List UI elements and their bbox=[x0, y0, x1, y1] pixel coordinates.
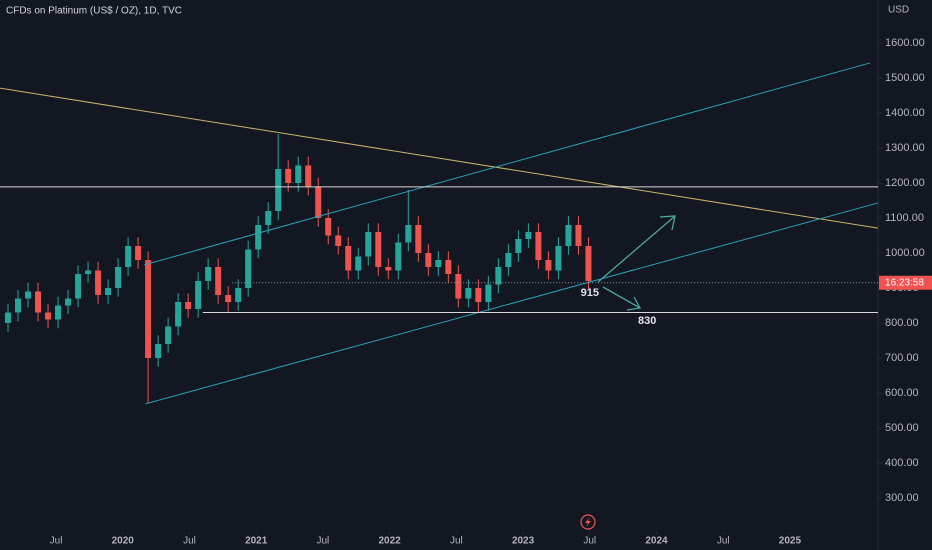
candle-body bbox=[65, 298, 72, 306]
candle-body bbox=[505, 253, 512, 267]
candle-body bbox=[285, 169, 292, 183]
y-tick-label: 800.00 bbox=[885, 317, 919, 329]
candle-body bbox=[235, 288, 242, 302]
x-tick-label: 2021 bbox=[245, 536, 268, 547]
arrows bbox=[597, 215, 676, 311]
candle-body bbox=[365, 232, 372, 257]
x-tick-label: 2020 bbox=[112, 536, 135, 547]
candle-body bbox=[195, 281, 202, 309]
x-tick-label: 2023 bbox=[512, 536, 535, 547]
candle-body bbox=[405, 225, 412, 243]
candle-body bbox=[415, 225, 422, 253]
candle-body bbox=[85, 270, 92, 274]
candle-body bbox=[165, 326, 172, 344]
candle-body bbox=[245, 249, 252, 288]
annotation: 915 bbox=[581, 287, 599, 299]
y-tick-label: 1100.00 bbox=[885, 212, 924, 224]
candle-body bbox=[345, 246, 352, 271]
trend-line bbox=[143, 62, 871, 266]
candle-body bbox=[535, 232, 542, 260]
candle-body bbox=[145, 260, 152, 358]
y-tick-label: 1300.00 bbox=[885, 142, 925, 154]
candle-body bbox=[455, 274, 462, 299]
candle-body bbox=[25, 291, 32, 299]
candle-body bbox=[575, 225, 582, 246]
candle-body bbox=[305, 165, 312, 187]
chart-title: CFDs on Platinum (US$ / OZ), 1D, TVC bbox=[6, 6, 182, 17]
candle-body bbox=[225, 295, 232, 302]
candle-body bbox=[95, 270, 102, 295]
candle-body bbox=[75, 274, 82, 299]
candle-body bbox=[15, 298, 22, 313]
y-tick-label: 600.00 bbox=[885, 387, 919, 399]
candle-body bbox=[115, 267, 122, 288]
trend-line bbox=[145, 202, 879, 405]
x-tick-label: Jul bbox=[450, 536, 463, 547]
candle-body bbox=[125, 246, 132, 267]
candle-body bbox=[335, 235, 342, 246]
last-price-label: 16:23:58 bbox=[885, 277, 924, 288]
candle-body bbox=[295, 165, 302, 183]
y-tick-label: 1400.00 bbox=[885, 107, 925, 119]
y-tick-label: 1500.00 bbox=[885, 72, 925, 84]
x-tick-label: 2025 bbox=[779, 536, 802, 547]
x-tick-label: 2024 bbox=[645, 536, 668, 547]
candle-body bbox=[255, 225, 262, 250]
x-tick-label: Jul bbox=[317, 536, 330, 547]
candle-body bbox=[445, 260, 452, 274]
candle-body bbox=[135, 246, 142, 260]
candle-body bbox=[185, 302, 192, 309]
candle-body bbox=[5, 312, 12, 323]
annotation: 830 bbox=[638, 315, 656, 327]
candle-body bbox=[565, 225, 572, 246]
candle-body bbox=[545, 260, 552, 271]
candle-body bbox=[35, 291, 42, 313]
trend-line bbox=[0, 87, 879, 229]
x-tick-label: Jul bbox=[183, 536, 196, 547]
candle-body bbox=[585, 246, 592, 281]
x-tick-label: Jul bbox=[717, 536, 730, 547]
y-tick-label: 1200.00 bbox=[885, 177, 925, 189]
y-tick-label: 500.00 bbox=[885, 422, 919, 434]
y-tick-label: 300.00 bbox=[885, 492, 919, 504]
last-price-box bbox=[879, 275, 932, 290]
y-tick-label: 400.00 bbox=[885, 457, 919, 469]
candle-body bbox=[465, 288, 472, 299]
candle-body bbox=[265, 211, 272, 225]
candle-body bbox=[515, 239, 522, 253]
candle-body bbox=[425, 253, 432, 267]
candle-body bbox=[275, 169, 282, 211]
candle-body bbox=[155, 344, 162, 358]
candle-body bbox=[495, 267, 502, 285]
candle-body bbox=[395, 242, 402, 271]
y-tick-label: 700.00 bbox=[885, 352, 919, 364]
candle-body bbox=[205, 267, 212, 281]
y-axis-label: USD bbox=[888, 5, 909, 16]
y-tick-label: 1600.00 bbox=[885, 37, 925, 49]
candle-body bbox=[475, 288, 482, 302]
candle-body bbox=[385, 267, 392, 271]
candle-body bbox=[315, 186, 322, 218]
candle-body bbox=[175, 302, 182, 327]
candle-body bbox=[435, 260, 442, 267]
candle-body bbox=[525, 232, 532, 239]
x-tick-label: Jul bbox=[50, 536, 63, 547]
x-tick-label: 2022 bbox=[379, 536, 402, 547]
candle-body bbox=[375, 232, 382, 267]
candle-body bbox=[325, 218, 332, 236]
y-tick-label: 1000.00 bbox=[885, 247, 925, 259]
candle-body bbox=[215, 267, 222, 295]
x-tick-label: Jul bbox=[583, 536, 596, 547]
candle-body bbox=[45, 312, 52, 320]
candle-body bbox=[485, 284, 492, 302]
candle-body bbox=[55, 305, 62, 320]
logo-icon bbox=[580, 514, 596, 530]
candle-body bbox=[105, 288, 112, 295]
candle-body bbox=[555, 246, 562, 271]
candle-body bbox=[355, 256, 362, 271]
